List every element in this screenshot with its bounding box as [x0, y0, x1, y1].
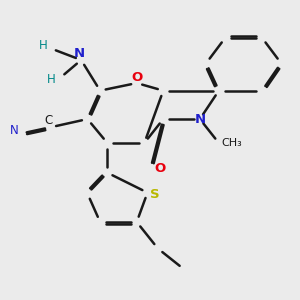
Text: N: N — [74, 46, 85, 60]
Text: N: N — [10, 124, 19, 137]
Text: O: O — [154, 162, 166, 175]
Text: H: H — [39, 39, 48, 52]
Text: H: H — [47, 73, 56, 86]
Text: O: O — [131, 71, 142, 84]
Text: S: S — [150, 188, 159, 201]
Text: C: C — [45, 114, 53, 127]
Text: N: N — [194, 112, 206, 126]
Text: CH₃: CH₃ — [221, 138, 242, 148]
